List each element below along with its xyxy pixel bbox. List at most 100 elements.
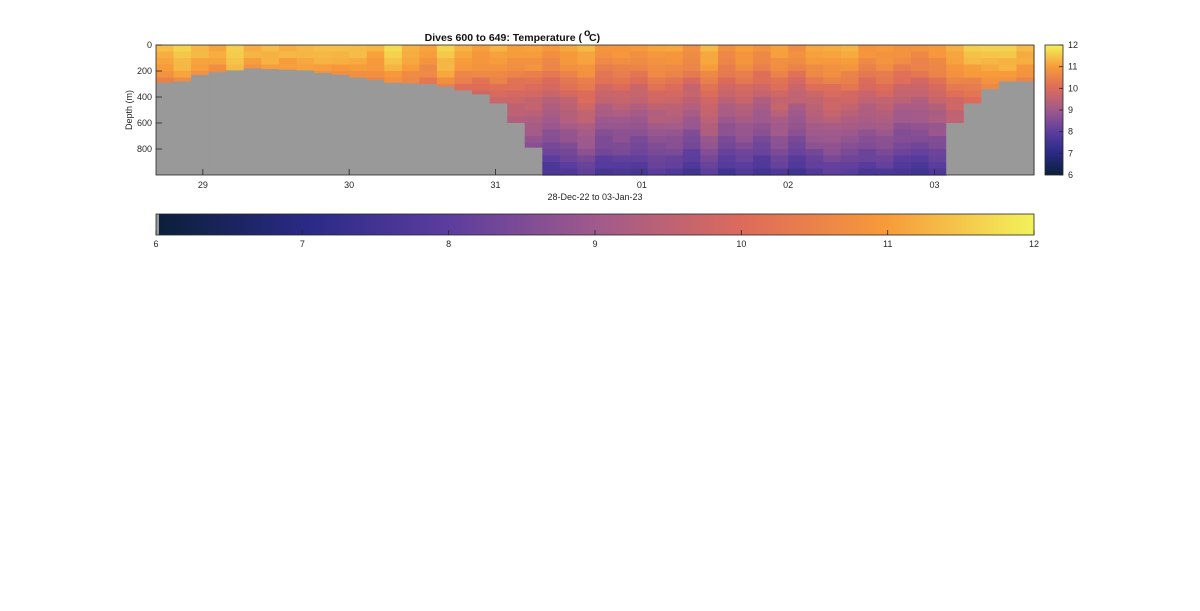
heatmap-cell [963, 45, 982, 53]
seafloor-region [963, 103, 982, 175]
heatmap-cell [524, 142, 543, 149]
heatmap-cell [630, 84, 649, 92]
heatmap-cell [314, 45, 333, 53]
heatmap-cell [893, 136, 912, 144]
vertical-colorbar-ticks: 6 7 8 9 10 11 12 [1059, 40, 1078, 180]
heatmap-cell [349, 71, 368, 79]
heatmap-cell [1016, 45, 1035, 53]
heatmap-cell [612, 71, 631, 79]
heatmap-cell [384, 71, 403, 79]
heatmap-cell [630, 129, 649, 137]
heatmap-cell [384, 64, 403, 72]
heatmap-cell [577, 51, 596, 59]
heatmap-cell [507, 58, 526, 66]
heatmap-cell [928, 84, 947, 92]
heatmap-cell [577, 155, 596, 163]
heatmap-cell [577, 162, 596, 170]
heatmap-cell [507, 90, 526, 98]
heatmap-cell [682, 84, 701, 92]
heatmap-cell [331, 64, 350, 72]
heatmap-cell [788, 97, 807, 105]
heatmap-cell [858, 84, 877, 92]
heatmap-cell [840, 90, 859, 98]
heatmap-cell [612, 64, 631, 72]
heatmap-cell [524, 64, 543, 72]
heatmap-cell [436, 45, 456, 53]
seafloor-region [454, 90, 473, 175]
heatmap-cell [893, 58, 912, 66]
heatmap-cell [998, 51, 1018, 59]
heatmap-cell [823, 71, 842, 79]
heatmap-cell [331, 45, 350, 53]
heatmap-cell [384, 58, 403, 66]
heatmap-cell [840, 103, 859, 111]
heatmap-cell [981, 64, 1000, 72]
heatmap-cell [156, 71, 175, 79]
heatmap-cell [524, 129, 543, 137]
heatmap-cell [875, 123, 895, 131]
heatmap-cell [665, 58, 684, 66]
heatmap-cell [788, 155, 807, 163]
heatmap-cell [717, 123, 737, 131]
horizontal-colorbar [159, 214, 1034, 235]
heatmap-cell [858, 149, 877, 157]
seafloor-region [366, 80, 385, 175]
heatmap-cell [823, 116, 842, 124]
heatmap-cell [770, 64, 789, 72]
heatmap-cell [946, 64, 965, 72]
heatmap-cell [770, 129, 789, 137]
heatmap-cell [419, 45, 438, 53]
heatmap-cell [717, 58, 737, 66]
y-tick-label: 400 [137, 92, 152, 102]
heatmap-cell [682, 155, 701, 163]
heatmap-cell [595, 123, 614, 131]
heatmap-cell [577, 58, 596, 66]
heatmap-cell [788, 123, 807, 131]
heatmap-cell [595, 136, 614, 144]
heatmap-cell [612, 103, 631, 111]
heatmap-cell [788, 142, 807, 150]
heatmap-cell [858, 129, 877, 137]
heatmap-cell [928, 51, 947, 59]
heatmap-cell [963, 84, 982, 92]
seafloor-region [946, 123, 965, 175]
heatmap-cell [717, 116, 737, 124]
heatmap-cell [946, 97, 965, 105]
heatmap-cell [401, 77, 420, 84]
heatmap-cell [208, 71, 227, 73]
heatmap-cell [788, 45, 807, 53]
heatmap-cell [823, 45, 842, 53]
heatmap-cell [700, 58, 719, 66]
heatmap-cell [840, 136, 859, 144]
heatmap-cell [243, 58, 262, 66]
heatmap-cell [595, 58, 614, 66]
heatmap-cell [559, 97, 579, 105]
heatmap-cell [559, 129, 579, 137]
heatmap-cell [665, 103, 684, 111]
seafloor-region [436, 86, 456, 175]
heatmap-cell [788, 77, 807, 85]
heatmap-cell [630, 45, 649, 53]
seafloor-region [524, 147, 543, 175]
heatmap-cell [682, 58, 701, 66]
heatmap-cell [788, 103, 807, 111]
heatmap-cell [278, 58, 298, 66]
heatmap-cell [840, 155, 859, 163]
seafloor-region [156, 82, 175, 175]
heatmap-cell [595, 149, 614, 157]
heatmap-cell [559, 51, 579, 59]
heatmap-cell [278, 64, 298, 71]
heatmap-cell [893, 149, 912, 157]
heatmap-cell [946, 116, 965, 124]
heatmap-cell [524, 90, 543, 98]
heatmap-cell [753, 168, 772, 176]
heatmap-cell [823, 162, 842, 170]
heatmap-cell [665, 71, 684, 79]
heatmap-cell [700, 97, 719, 105]
heatmap-cell [1016, 77, 1035, 82]
heatmap-cell [630, 51, 649, 59]
heatmap-cell [436, 64, 456, 72]
heatmap-cell [753, 123, 772, 131]
heatmap-cell [788, 136, 807, 144]
heatmap-cell [419, 51, 438, 59]
